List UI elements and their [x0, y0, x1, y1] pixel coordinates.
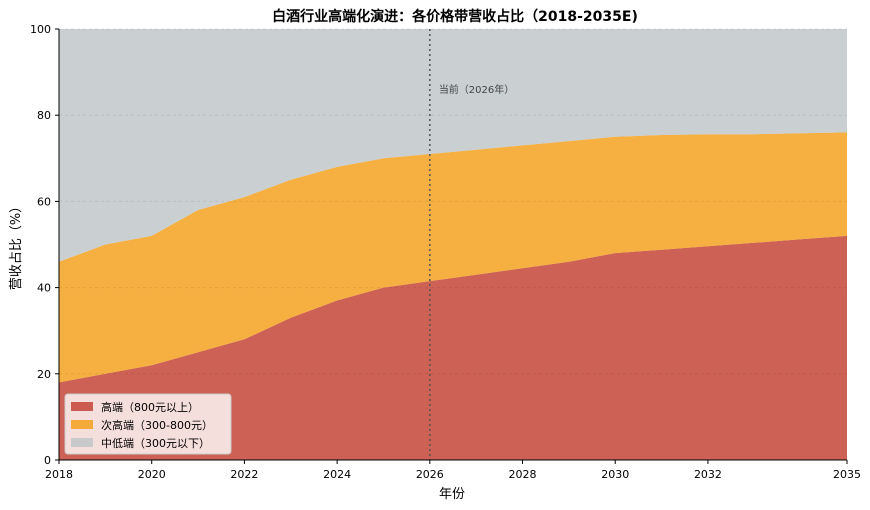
x-axis-label: 年份 [439, 487, 465, 502]
legend-swatch-1 [71, 420, 93, 429]
y-tick-label: 100 [30, 23, 51, 36]
y-tick-label: 40 [37, 282, 51, 295]
legend-label-2: 中低端（300元以下） [101, 437, 210, 450]
y-tick-label: 0 [44, 454, 51, 467]
y-axis-label: 营收占比（%） [9, 200, 24, 290]
x-tick-label: 2035 [833, 468, 861, 481]
x-tick-label: 2024 [323, 468, 351, 481]
legend-swatch-0 [71, 402, 93, 411]
chart-title: 白酒行业高端化演进：各价格带营收占比（2018-2035E) [272, 8, 638, 25]
x-tick-label: 2020 [138, 468, 166, 481]
x-tick-label: 2028 [509, 468, 537, 481]
x-tick-label: 2022 [230, 468, 258, 481]
legend-label-0: 高端（800元以上） [101, 400, 199, 414]
area-series-1 [59, 132, 847, 383]
area-series-0 [59, 235, 847, 460]
current-year-marker: 当前（2026年） [429, 29, 514, 460]
axes: 0 20 40 60 80 100 2018 2020 2022 2024 2026 2028 2030… [30, 23, 861, 481]
y-tick-label: 60 [37, 195, 51, 208]
stacked-areas [59, 29, 847, 460]
x-tick-label: 2032 [694, 468, 722, 481]
legend: 高端（800元以上） 次高端（300-800元） 中低端（300元以下） [64, 393, 232, 455]
legend-label-1: 次高端（300-800元） [101, 418, 213, 432]
x-tick-label: 2030 [601, 468, 629, 481]
x-tick-label: 2026 [416, 468, 444, 481]
x-tick-label: 2018 [45, 468, 73, 481]
y-tick-label: 80 [37, 109, 51, 122]
y-tick-label: 20 [37, 368, 51, 381]
current-year-label: 当前（2026年） [439, 83, 514, 96]
area-series-2 [59, 29, 847, 262]
legend-swatch-2 [71, 438, 93, 447]
legend-box [64, 393, 232, 455]
